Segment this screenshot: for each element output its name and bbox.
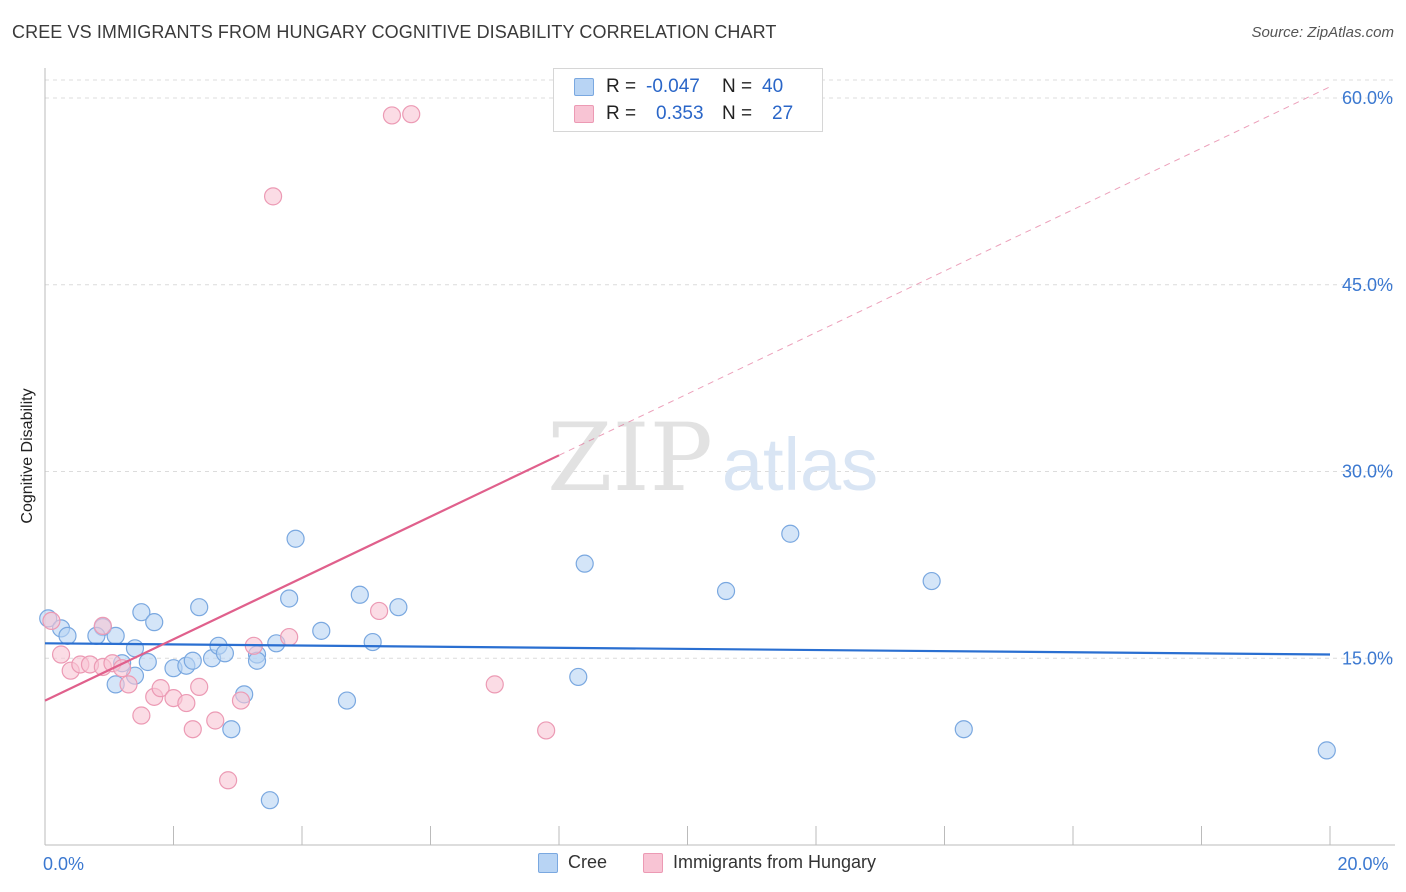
hungary-point xyxy=(183,720,202,739)
x-tick-label: 0.0% xyxy=(43,854,84,874)
y-tick-label: 15.0% xyxy=(1342,648,1393,668)
grid-lines xyxy=(45,79,1395,659)
hungary-point xyxy=(112,659,132,678)
hungary-point xyxy=(190,677,209,696)
cree-point xyxy=(954,720,973,739)
hungary-point xyxy=(206,711,225,730)
cree-point xyxy=(389,598,408,617)
legend-row-hungary: R = 0.353 N = 27 xyxy=(574,101,793,127)
cree-point xyxy=(286,529,305,548)
source-label: Source: ZipAtlas.com xyxy=(1251,24,1394,41)
hungary-trend-extension xyxy=(558,86,1331,456)
cree-point xyxy=(58,626,77,645)
cree-point xyxy=(569,667,588,687)
legend-swatch-cree xyxy=(574,78,594,96)
cree-point xyxy=(280,589,299,608)
hungary-trend-line xyxy=(44,454,560,702)
swatch-cree xyxy=(538,852,558,873)
cree-point xyxy=(260,791,279,810)
x-tick-label: 20.0% xyxy=(1337,854,1388,874)
cree-trend-line xyxy=(44,642,1331,656)
hungary-point xyxy=(219,771,238,790)
legend-n-value: 40 xyxy=(762,76,784,97)
hungary-point xyxy=(537,721,556,740)
hungary-point xyxy=(119,675,138,694)
cree-point xyxy=(215,644,234,663)
cree-point xyxy=(138,652,157,672)
cree-point xyxy=(781,524,800,543)
legend-label-hungary: Immigrants from Hungary xyxy=(673,852,877,872)
trend-lines xyxy=(44,86,1331,702)
hungary-point xyxy=(280,627,299,647)
watermark-zip: ZIP xyxy=(547,404,713,513)
tick-labels: 15.0% 30.0% 45.0% 60.0% 0.0% 20.0% xyxy=(43,88,1393,874)
legend-r-value: 0.353 xyxy=(656,103,704,124)
series-legend: Cree Immigrants from Hungary xyxy=(0,852,1406,878)
cree-point xyxy=(132,603,151,622)
hungary-point xyxy=(93,616,112,635)
y-tick-label: 60.0% xyxy=(1342,88,1393,108)
legend-label-cree: Cree xyxy=(568,852,608,872)
hungary-point xyxy=(132,706,151,725)
cree-point xyxy=(337,691,357,710)
legend-n-label: N = xyxy=(722,103,753,124)
cree-point xyxy=(247,651,267,670)
cree-point xyxy=(183,651,202,670)
cree-point xyxy=(363,632,382,652)
cree-point xyxy=(312,621,331,640)
hungary-point xyxy=(370,601,389,621)
cree-point xyxy=(716,581,736,601)
swatch-hungary xyxy=(643,852,663,873)
legend-r-value: -0.047 xyxy=(646,76,700,97)
legend-r-label: R = xyxy=(606,76,637,97)
cree-point xyxy=(1317,741,1336,760)
hungary-point xyxy=(151,679,170,698)
hungary-point xyxy=(51,645,71,664)
legend-item-cree: Cree xyxy=(538,852,607,873)
watermark: ZIP atlas xyxy=(547,404,878,513)
y-tick-label: 30.0% xyxy=(1342,462,1393,482)
cree-point xyxy=(575,554,594,573)
legend-item-hungary: Immigrants from Hungary xyxy=(643,852,876,873)
cree-point xyxy=(350,585,369,604)
correlation-legend: R = -0.047 N = 40 R = 0.353 N = 27 xyxy=(553,68,823,132)
cree-point xyxy=(190,598,209,617)
cree-point xyxy=(922,571,941,591)
hungary-point xyxy=(177,693,196,713)
watermark-atlas: atlas xyxy=(722,423,878,506)
chart-title: CREE VS IMMIGRANTS FROM HUNGARY COGNITIV… xyxy=(12,22,777,42)
hungary-point xyxy=(382,106,402,125)
hungary-point xyxy=(231,691,251,710)
hungary-point xyxy=(42,611,61,631)
y-tick-label: 45.0% xyxy=(1342,275,1393,295)
legend-n-value: 27 xyxy=(772,103,794,124)
hungary-point xyxy=(485,675,504,694)
legend-swatch-hungary xyxy=(574,105,594,123)
cree-point xyxy=(222,720,241,739)
legend-r-label: R = xyxy=(606,103,637,124)
legend-n-label: N = xyxy=(722,76,753,97)
legend-row-cree: R = -0.047 N = 40 xyxy=(574,74,783,100)
hungary-point xyxy=(263,187,283,206)
cree-point xyxy=(145,613,164,632)
axes xyxy=(44,68,1395,846)
hungary-point xyxy=(402,105,421,124)
data-points xyxy=(39,105,1336,810)
